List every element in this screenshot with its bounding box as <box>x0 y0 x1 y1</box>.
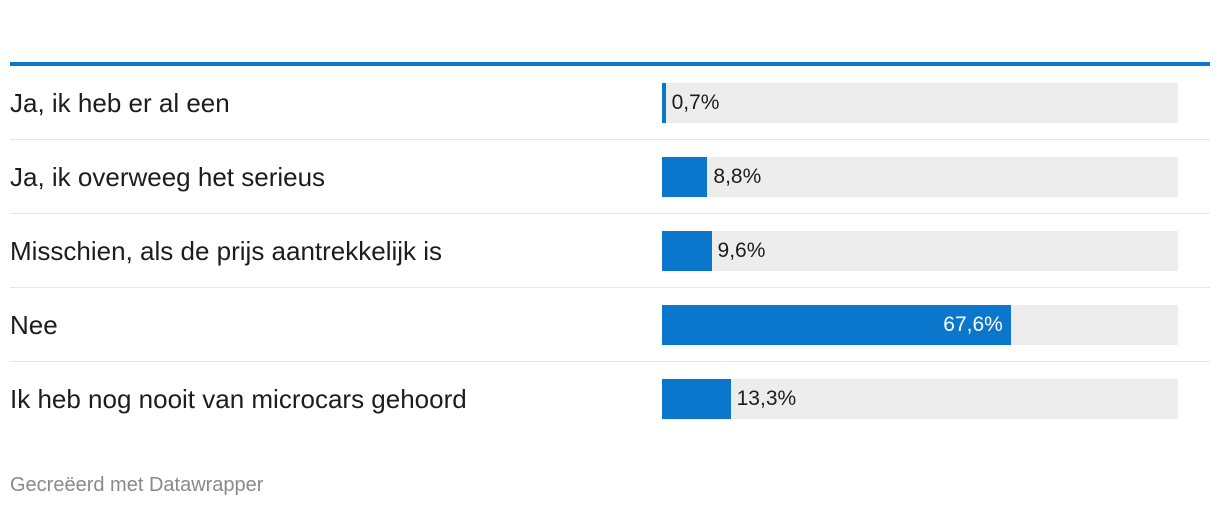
bar-chart: Ja, ik heb er al een 0,7% Ja, ik overweeg … <box>10 62 1210 436</box>
category-label: Nee <box>10 310 58 340</box>
bar-track: 0,7% <box>662 83 1178 123</box>
bar <box>662 157 708 197</box>
bar <box>662 231 712 271</box>
value-label: 8,8% <box>713 165 762 188</box>
bar-track: 8,8% <box>662 157 1178 197</box>
category-label: Ik heb nog nooit van microcars gehoord <box>10 384 467 414</box>
bar <box>662 83 666 123</box>
value-label: 0,7% <box>671 91 720 114</box>
category-label: Ja, ik overweeg het serieus <box>10 162 326 192</box>
value-label: 9,6% <box>717 239 766 262</box>
bar <box>662 379 731 419</box>
bar-row: Nee 67,6% <box>10 288 1210 362</box>
bar-row: Ja, ik heb er al een 0,7% <box>10 66 1210 140</box>
footer-credit[interactable]: Gecreëerd met Datawrapper <box>10 474 264 496</box>
bar-track: 13,3% <box>662 379 1178 419</box>
bar-track: 9,6% <box>662 231 1178 271</box>
category-label: Ja, ik heb er al een <box>10 88 230 118</box>
bar-row: Ja, ik overweeg het serieus 8,8% <box>10 140 1210 214</box>
value-label: 13,3% <box>736 387 797 410</box>
bar-row: Misschien, als de prijs aantrekkelijk is… <box>10 214 1210 288</box>
bar-track: 67,6% <box>662 305 1178 345</box>
value-label: 67,6% <box>943 313 1003 336</box>
bar <box>662 305 1011 345</box>
bar-row: Ik heb nog nooit van microcars gehoord 13… <box>10 362 1210 436</box>
top-rule <box>10 62 1210 66</box>
chart-rows: Ja, ik heb er al een 0,7% Ja, ik overweeg … <box>10 66 1210 436</box>
category-label: Misschien, als de prijs aantrekkelijk is <box>10 236 443 266</box>
